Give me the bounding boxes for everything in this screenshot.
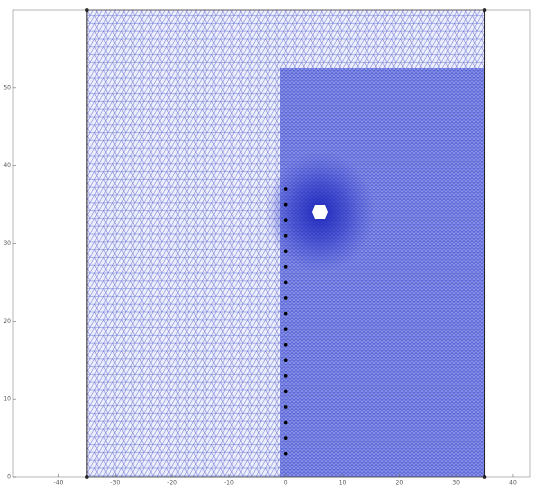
y-tick-label: 20: [3, 318, 11, 325]
x-tick-label: -30: [110, 480, 120, 487]
node-point: [283, 265, 288, 269]
node-point: [283, 202, 288, 207]
node-point: [283, 451, 288, 456]
node-point: [283, 187, 288, 191]
node-point: [283, 280, 288, 285]
y-tick-label: 10: [3, 396, 11, 403]
x-tick-label: 20: [396, 480, 404, 487]
x-tick-label: 0: [284, 480, 288, 487]
node-point: [283, 405, 288, 409]
y-tick-label: 50: [3, 84, 11, 91]
node-point: [283, 296, 288, 300]
node-point: [283, 342, 288, 347]
node-point: [283, 436, 288, 440]
x-tick-label: 10: [339, 480, 347, 487]
x-tick-label: -40: [54, 480, 64, 487]
x-tick-label: -20: [167, 480, 177, 487]
y-tick-label: 40: [3, 162, 11, 169]
x-tick-label: -10: [224, 480, 234, 487]
fine-mesh: [280, 68, 485, 477]
node-point: [283, 249, 288, 254]
y-tick-label: 0: [7, 474, 11, 481]
x-tick-label: 40: [509, 480, 517, 487]
y-tick-label: 30: [3, 240, 11, 247]
node-point: [283, 311, 288, 316]
node-point: [283, 389, 288, 394]
node-point: [283, 358, 288, 363]
x-tick-label: 30: [452, 480, 460, 487]
node-point: [283, 374, 288, 378]
node-point: [283, 218, 288, 222]
node-point: [283, 327, 288, 331]
node-point: [283, 420, 288, 425]
hole: [312, 205, 328, 219]
node-point: [283, 233, 288, 238]
